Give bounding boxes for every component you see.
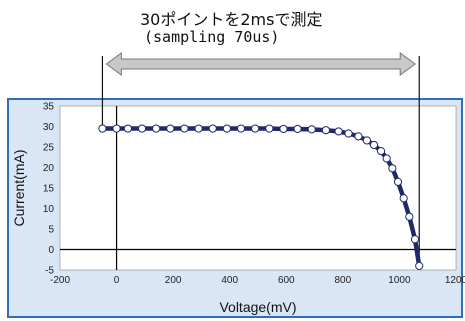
x-tick-label: 0 [114, 275, 120, 286]
plot-area [59, 105, 457, 271]
x-tick-label: 400 [221, 275, 238, 286]
data-point [405, 212, 414, 221]
data-point [123, 124, 132, 133]
data-point [265, 124, 274, 133]
data-point [180, 124, 189, 133]
annotation-subtitle: (sampling 70us) [144, 28, 280, 46]
data-point [369, 140, 379, 150]
x-tick-label: 200 [165, 275, 182, 286]
y-tick-label: 35 [43, 102, 55, 113]
annotation-title: 30ポイントを2msで測定 [140, 10, 323, 29]
y-tick-label: -5 [45, 266, 54, 277]
data-point [194, 124, 203, 133]
data-point [222, 124, 231, 133]
data-point [293, 124, 302, 134]
data-point [208, 124, 217, 133]
data-point [362, 136, 371, 145]
data-point [376, 147, 386, 156]
y-tick-label: 20 [43, 163, 55, 174]
data-point [98, 124, 107, 133]
measurement-range-arrow [105, 52, 417, 76]
data-point [166, 124, 175, 133]
x-axis-label: Voltage(mV) [219, 299, 296, 315]
x-tick-label: -200 [50, 275, 70, 286]
data-point [382, 154, 391, 163]
axes [60, 106, 456, 270]
y-tick-label: 25 [43, 143, 55, 154]
data-point [236, 124, 246, 133]
data-point [321, 126, 330, 135]
data-point [393, 177, 403, 186]
data-point [307, 125, 316, 134]
data-point [152, 124, 161, 133]
y-tick-label: 30 [43, 122, 55, 133]
data-point [399, 194, 408, 203]
data-point [137, 124, 147, 133]
data-series [98, 124, 424, 270]
x-tick-label: 1000 [388, 275, 411, 286]
data-point [344, 129, 353, 138]
tick-labels: -200 0 200 400 600 800 1000 1200 -5 0 5 10 15 20 25 30 3… [43, 102, 465, 287]
x-tick-label: 800 [335, 275, 352, 286]
data-point [279, 124, 288, 134]
data-point [334, 127, 343, 136]
y-tick-label: 10 [43, 204, 55, 215]
x-tick-label: 1200 [445, 275, 465, 286]
x-tick-label: 600 [278, 275, 295, 286]
y-tick-label: 0 [48, 245, 54, 256]
y-axis-label: Current(mA) [11, 149, 27, 226]
data-point [388, 164, 397, 173]
y-tick-label: 15 [43, 184, 55, 195]
y-tick-label: 5 [48, 225, 54, 236]
data-point [415, 261, 424, 270]
data-point [112, 124, 121, 133]
data-point [354, 132, 363, 141]
data-point [251, 124, 260, 133]
data-point [410, 235, 420, 244]
